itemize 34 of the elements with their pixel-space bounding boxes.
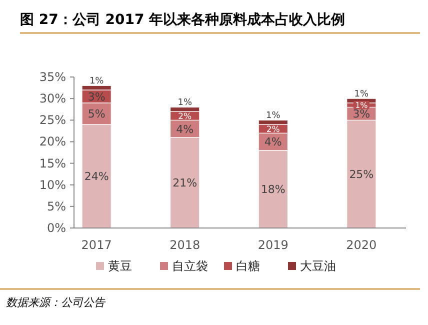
y-tick-label: 5% (46, 199, 66, 214)
data-label: 1% (266, 111, 281, 122)
x-tick-label: 2020 (346, 238, 377, 252)
data-label: 2% (266, 124, 280, 135)
data-label: 5% (88, 108, 106, 121)
y-tick-label: 25% (39, 113, 66, 128)
x-tick-label: 2017 (81, 238, 112, 252)
y-tick-label: 35% (39, 70, 66, 84)
y-tick-label: 10% (39, 178, 66, 192)
data-label: 4% (176, 122, 194, 136)
legend-label: 白糖 (236, 259, 260, 273)
data-label: 24% (84, 170, 109, 184)
data-label: 1% (354, 90, 370, 100)
data-label: 3% (352, 108, 370, 121)
data-label: 4% (264, 136, 282, 149)
data-label: 1% (89, 76, 104, 87)
legend-label: 大豆油 (300, 259, 336, 273)
y-tick-label: 20% (39, 134, 66, 149)
y-tick-label: 0% (46, 221, 66, 235)
data-label: 18% (260, 183, 286, 196)
y-tick-label: 30% (39, 92, 66, 106)
data-label: 21% (172, 176, 198, 190)
legend-label: 自立袋 (172, 259, 208, 273)
data-label: 25% (349, 168, 374, 182)
y-tick-label: 15% (39, 156, 66, 170)
x-tick-label: 2018 (170, 238, 200, 252)
data-label: 1% (178, 98, 192, 108)
data-label: 1% (355, 101, 368, 110)
chart-title: 图 27：公司 2017 年以来各种原料成本占收入比例 (20, 12, 346, 28)
x-tick-label: 2019 (258, 238, 288, 252)
data-label: 3% (88, 90, 106, 104)
source-note: 数据来源：公司公告 (6, 296, 106, 309)
legend-label: 黄豆 (108, 259, 132, 273)
data-label: 2% (178, 112, 192, 122)
